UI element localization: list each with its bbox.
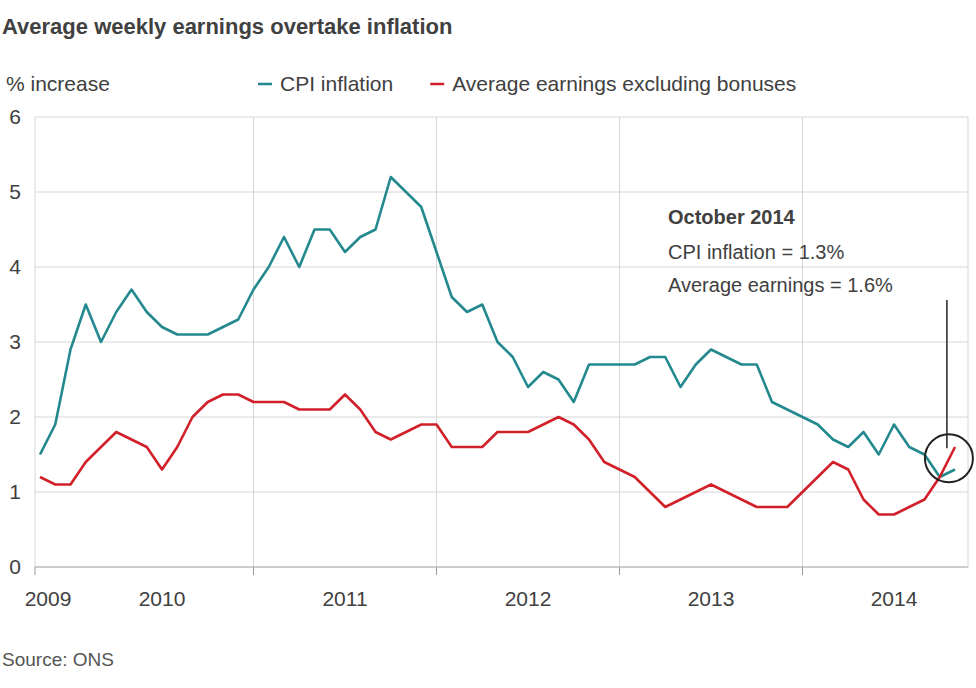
grid-line-vertical [253,117,254,567]
annotation-text: CPI inflation = 1.3% [668,241,844,263]
grid-line [35,417,968,418]
title: Average weekly earnings overtake inflati… [2,14,452,39]
grid-line-vertical [802,117,803,567]
x-tick [619,567,620,575]
annotation-title: October 2014 [668,206,796,228]
y-tick-label: 6 [9,105,21,128]
annotation-circle [925,434,973,482]
y-tick-label: 4 [9,255,21,278]
x-tick-label: 2010 [139,587,186,610]
y-axis-label: % increase [6,72,110,95]
annotation-text: Average earnings = 1.6% [668,274,893,296]
x-tick-label: 2012 [505,587,552,610]
legend-swatch [258,83,272,86]
x-tick [35,567,36,575]
y-tick-label: 2 [9,405,21,428]
legend-label: CPI inflation [280,72,393,95]
x-tick [802,567,803,575]
x-tick-label: 2013 [688,587,735,610]
grid-line [35,267,968,268]
frame-right [968,117,969,567]
series-line [40,395,955,515]
y-tick-label: 1 [9,480,21,503]
x-tick [253,567,254,575]
grid-line-vertical [619,117,620,567]
frame-left [35,117,36,567]
grid-line [35,192,968,193]
chart: Average weekly earnings overtake inflati… [0,0,976,688]
x-tick-label: 2014 [871,587,918,610]
grid-line-vertical [436,117,437,567]
plot-area [40,177,955,515]
annotation-pointer [946,300,948,448]
grid-line [35,342,968,343]
grid-line [35,492,968,493]
y-tick-label: 3 [9,330,21,353]
x-tick [436,567,437,575]
legend-label: Average earnings excluding bonuses [452,72,796,95]
y-tick-label: 5 [9,180,21,203]
grid-line [35,117,968,118]
y-tick-label: 0 [9,555,21,578]
source: Source: ONS [2,649,114,670]
grid-line [35,567,968,568]
legend-swatch [430,83,444,86]
x-tick-label: 2009 [25,587,72,610]
x-tick-label: 2011 [322,587,367,610]
